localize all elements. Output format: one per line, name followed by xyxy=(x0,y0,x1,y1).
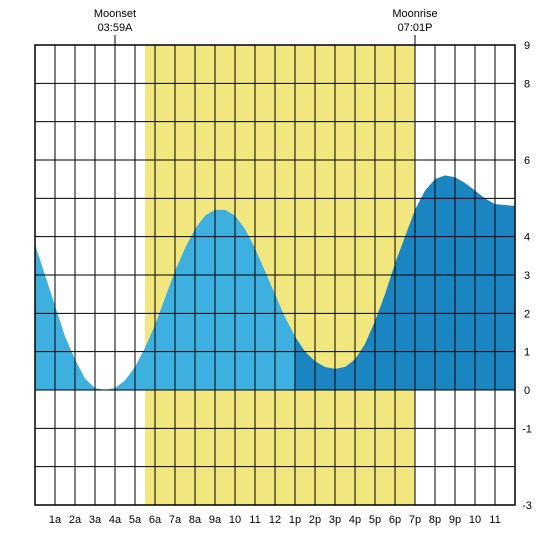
x-tick-label: 1p xyxy=(289,514,301,526)
x-tick-label: 9p xyxy=(449,514,461,526)
x-tick-label: 2p xyxy=(309,514,321,526)
moonset-label: Moonset xyxy=(94,8,136,20)
x-tick-label: 7p xyxy=(409,514,421,526)
x-tick-label: 10 xyxy=(469,514,481,526)
x-tick-label: 10 xyxy=(229,514,241,526)
x-tick-label: 8a xyxy=(189,514,202,526)
x-tick-label: 11 xyxy=(249,514,260,526)
x-tick-label: 12 xyxy=(269,514,281,526)
x-tick-label: 6a xyxy=(149,514,162,526)
y-tick-label: 8 xyxy=(524,78,530,90)
y-tick-label: 1 xyxy=(524,347,530,359)
x-tick-label: 3p xyxy=(329,514,341,526)
x-tick-label: 11 xyxy=(489,514,500,526)
y-tick-label: -1 xyxy=(522,423,532,435)
x-tick-label: 3a xyxy=(89,514,102,526)
y-tick-label: 9 xyxy=(524,40,530,52)
tide-chart: 1a2a3a4a5a6a7a8a9a1011121p2p3p4p5p6p7p8p… xyxy=(0,0,550,550)
moonset-time: 03:59A xyxy=(98,22,134,34)
y-tick-label: 3 xyxy=(524,270,530,282)
y-tick-label: 6 xyxy=(524,155,530,167)
x-tick-label: 7a xyxy=(169,514,182,526)
y-tick-label: 2 xyxy=(524,308,530,320)
y-tick-label: 0 xyxy=(524,385,530,397)
y-tick-label: -3 xyxy=(522,500,532,512)
x-tick-label: 4p xyxy=(349,514,361,526)
x-tick-label: 2a xyxy=(69,514,82,526)
y-tick-label: 4 xyxy=(524,232,530,244)
x-tick-label: 5a xyxy=(129,514,142,526)
chart-svg: 1a2a3a4a5a6a7a8a9a1011121p2p3p4p5p6p7p8p… xyxy=(0,0,550,550)
x-tick-label: 4a xyxy=(109,514,122,526)
x-tick-label: 5p xyxy=(369,514,381,526)
x-axis-labels: 1a 2a 3a 4a 5a 6a 7a 8a 9a 10 11 12 1p 2p 3p 4p 5p 6p 7p 8p… xyxy=(49,514,501,526)
x-tick-label: 9a xyxy=(209,514,222,526)
moonrise-time: 07:01P xyxy=(398,22,433,34)
moonrise-label: Moonrise xyxy=(392,8,437,20)
x-tick-label: 1a xyxy=(49,514,62,526)
x-tick-label: 8p xyxy=(429,514,441,526)
x-tick-label: 6p xyxy=(389,514,401,526)
